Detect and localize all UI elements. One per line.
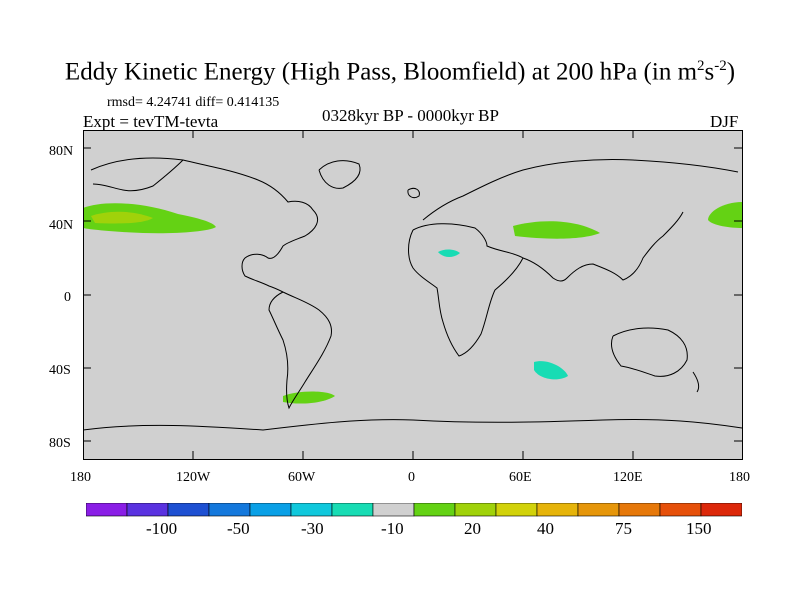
sahara-negative [438,249,460,258]
lat-label-40s: 40S [49,363,71,378]
colorbar-label: -30 [301,519,324,538]
north-america-coast [90,157,318,293]
colorbar-label: -10 [381,519,404,538]
lon-label-60e: 60E [509,470,532,485]
coastlines [83,157,743,431]
colorbar-box [249,503,292,517]
lon-label-0: 0 [408,470,415,485]
new-zealand-coast [692,371,700,393]
map-background [83,130,742,459]
world-map [83,130,743,460]
colorbar-box [495,503,538,517]
antarctica-coast [83,418,743,431]
experiment-label: Expt = tevTM-tevta [83,112,219,131]
colorbar-box [167,503,210,517]
lon-label-120e: 120E [613,470,643,485]
lat-label-80n: 80N [49,144,74,159]
colorbar-label: -100 [146,519,178,538]
colorbar-box [577,503,620,517]
australia-coast [610,327,688,377]
lon-label-180w: 180 [70,470,91,485]
colorbar-box [700,503,742,517]
colorbar-label: 75 [615,519,632,538]
lat-label-40n: 40N [49,218,74,233]
plot-title: Eddy Kinetic Energy (High Pass, Bloomfie… [64,58,736,86]
anomaly-patches [83,202,742,404]
colorbar-box [618,503,661,517]
lon-label-120w: 120W [176,470,211,485]
colorbar-box [331,503,374,517]
colorbar-box [86,503,128,517]
tick-marks [83,130,742,459]
colorbar-box [454,503,497,517]
indian-ocean-negative [534,361,568,380]
colorbar [86,503,742,517]
north-pacific-peak [91,211,153,224]
north-pacific-west-positive [708,202,742,228]
lat-label-80s: 80S [49,436,71,451]
alaska-coast [92,159,184,192]
asia-south-coast [522,211,684,282]
colorbar-box [659,503,702,517]
colorbar-box [413,503,456,517]
colorbar-label: -50 [227,519,250,538]
asia-jet-positive [513,221,600,239]
south-america-positive [283,391,335,404]
colorbar-label: 150 [686,519,712,538]
colorbar-box [372,503,415,517]
season-label: DJF [710,112,739,131]
colorbar-box [290,503,333,517]
lon-label-60w: 60W [288,470,316,485]
colorbar-label: 40 [537,519,554,538]
colorbar-box [536,503,579,517]
british-isles-coast [407,187,420,199]
map-frame [83,130,743,460]
africa-coast [408,223,524,357]
colorbar-label: 20 [464,519,481,538]
colorbar-box [208,503,251,517]
lon-label-180e: 180 [729,470,750,485]
period-label: 0328kyr BP - 0000kyr BP [322,106,499,125]
stats-text: rmsd= 4.24741 diff= 0.414135 [107,95,280,110]
lat-label-0: 0 [64,290,71,305]
south-america-coast [268,291,332,410]
greenland-coast [318,160,361,189]
eurasia-north-coast [422,158,739,221]
colorbar-box [126,503,169,517]
